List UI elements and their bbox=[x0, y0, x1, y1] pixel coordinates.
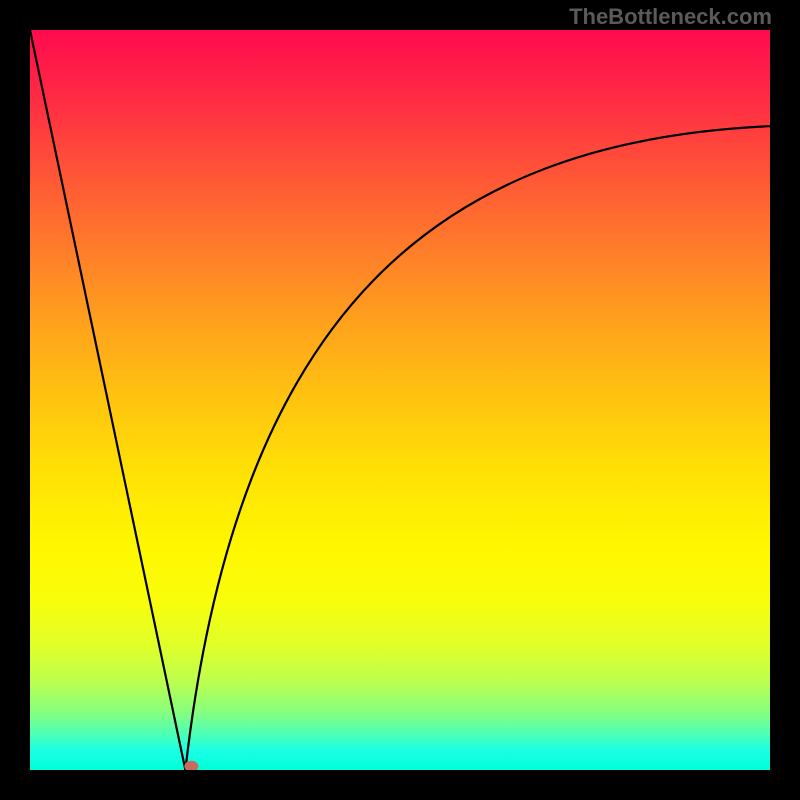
chart-container: TheBottleneck.com bbox=[0, 0, 800, 800]
gradient-background bbox=[30, 30, 770, 770]
watermark-text: TheBottleneck.com bbox=[569, 4, 772, 30]
plot-area bbox=[30, 30, 770, 770]
plot-svg bbox=[30, 30, 770, 770]
